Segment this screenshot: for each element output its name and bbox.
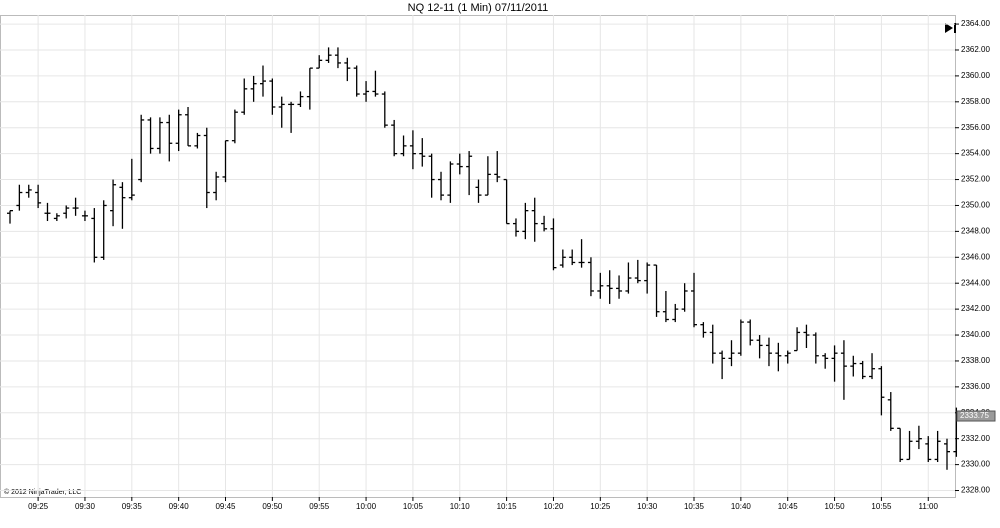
- y-tick-label: 2362.00: [961, 45, 990, 54]
- y-tick-label: 2360.00: [961, 71, 990, 80]
- y-tick-label: 2364.00: [961, 19, 990, 28]
- x-tick-label: 10:55: [871, 502, 892, 511]
- x-tick-label: 10:35: [684, 502, 705, 511]
- x-tick-label: 10:05: [403, 502, 424, 511]
- plot-border: [0, 15, 956, 498]
- chart-title: NQ 12-11 (1 Min) 07/11/2011: [408, 2, 549, 14]
- last-price-box: [956, 410, 996, 422]
- y-tick-label: 2344.00: [961, 278, 990, 287]
- x-tick-label: 09:55: [309, 502, 330, 511]
- x-tick-label: 09:40: [169, 502, 190, 511]
- x-tick-label: 11:00: [919, 502, 939, 511]
- x-tick-label: 10:25: [590, 502, 611, 511]
- play-button[interactable]: [945, 23, 956, 33]
- x-tick-label: 10:40: [731, 502, 752, 511]
- x-tick-label: 09:30: [75, 502, 96, 511]
- x-tick-label: 10:00: [356, 502, 377, 511]
- y-tick-label: 2338.00: [961, 356, 990, 365]
- y-tick-label: 2336.00: [961, 382, 990, 391]
- x-tick-label: 09:25: [28, 502, 49, 511]
- copyright: © 2012 NinjaTrader, LLC: [4, 488, 81, 496]
- y-tick-label: 2352.00: [961, 175, 990, 184]
- x-tick-label: 10:50: [825, 502, 846, 511]
- y-tick-label: 2350.00: [961, 201, 990, 210]
- y-tick-label: 2346.00: [961, 252, 990, 261]
- x-tick-label: 10:30: [637, 502, 658, 511]
- x-tick-label: 10:15: [497, 502, 518, 511]
- play-bar[interactable]: [954, 23, 956, 33]
- y-tick-label: 2328.00: [961, 486, 990, 495]
- x-tick-label: 10:10: [450, 502, 471, 511]
- x-tick-label: 10:20: [543, 502, 564, 511]
- y-tick-label: 2332.00: [961, 434, 990, 443]
- y-tick-label: 2358.00: [961, 97, 990, 106]
- x-tick-label: 09:45: [215, 502, 236, 511]
- play-icon[interactable]: [945, 23, 953, 33]
- y-tick-label: 2356.00: [961, 123, 990, 132]
- last-price-label: 2333.75: [960, 411, 989, 420]
- y-tick-label: 2340.00: [961, 330, 990, 339]
- x-tick-label: 10:45: [778, 502, 799, 511]
- y-tick-label: 2354.00: [961, 149, 990, 158]
- x-tick-label: 09:35: [122, 502, 143, 511]
- y-tick-label: 2330.00: [961, 460, 990, 469]
- y-tick-label: 2342.00: [961, 304, 990, 313]
- x-tick-label: 09:50: [262, 502, 283, 511]
- y-tick-label: 2348.00: [961, 226, 990, 235]
